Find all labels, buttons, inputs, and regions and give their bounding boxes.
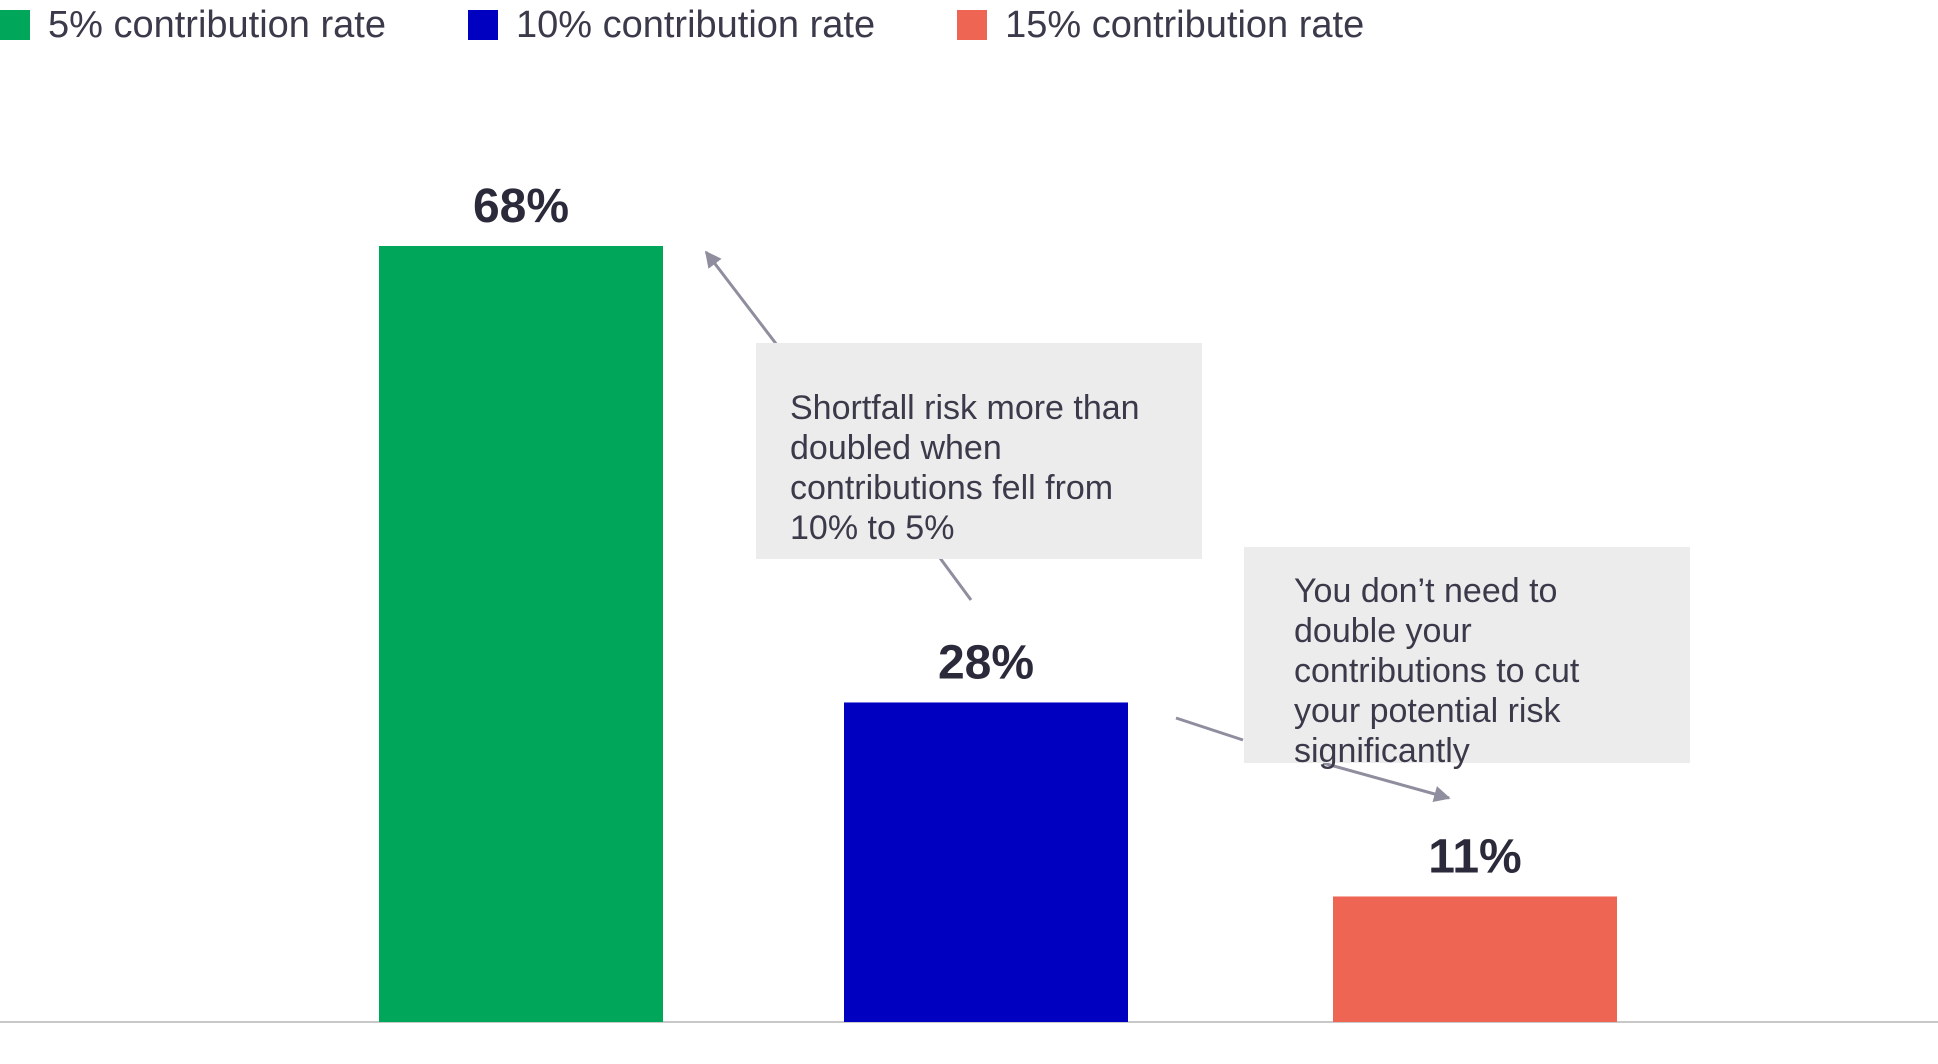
annotation-text-shortfall: Shortfall risk more than doubled when co… <box>790 389 1140 547</box>
bar-15-percent <box>1333 896 1617 1022</box>
arrow-to-11-bar <box>1322 761 1451 802</box>
bar-labels-group: 68% 28% 11% <box>473 180 1522 883</box>
bar-10-percent <box>844 702 1128 1022</box>
legend-swatch-5-percent <box>0 10 30 40</box>
legend-label-15-percent: 15% contribution rate <box>1005 3 1365 46</box>
data-label-15-percent: 11% <box>1428 830 1521 883</box>
arrow-tail-from-28-bar <box>938 557 973 601</box>
annotation-box-shortfall: Shortfall risk more than doubled when co… <box>756 343 1202 559</box>
legend-swatch-15-percent <box>957 10 988 40</box>
legend-label-10-percent: 10% contribution rate <box>515 3 876 46</box>
legend-swatch-10-percent <box>467 10 498 40</box>
data-label-5-percent: 68% <box>473 180 569 233</box>
arrow-to-68-bar <box>704 250 779 346</box>
bars-group <box>379 246 1617 1022</box>
data-label-10-percent: 28% <box>938 636 1034 689</box>
legend-item-5-percent: 5% contribution rate <box>0 4 386 47</box>
annotation-text-cut-risk: You don’t need to double your contributi… <box>1294 572 1580 770</box>
legend-item-10-percent: 10% contribution rate <box>467 3 876 47</box>
bar-5-percent <box>379 246 663 1022</box>
legend-item-15-percent: 15% contribution rate <box>957 4 1364 47</box>
annotation-box-cut-risk: You don’t need to double your contributi… <box>1244 547 1690 770</box>
arrow-tail-to-11-bar <box>1175 716 1244 742</box>
annotation-arrows <box>704 250 1451 802</box>
legend-label-5-percent: 5% contribution rate <box>48 3 386 46</box>
legend: 5% contribution rate 10% contribution ra… <box>0 0 1446 50</box>
